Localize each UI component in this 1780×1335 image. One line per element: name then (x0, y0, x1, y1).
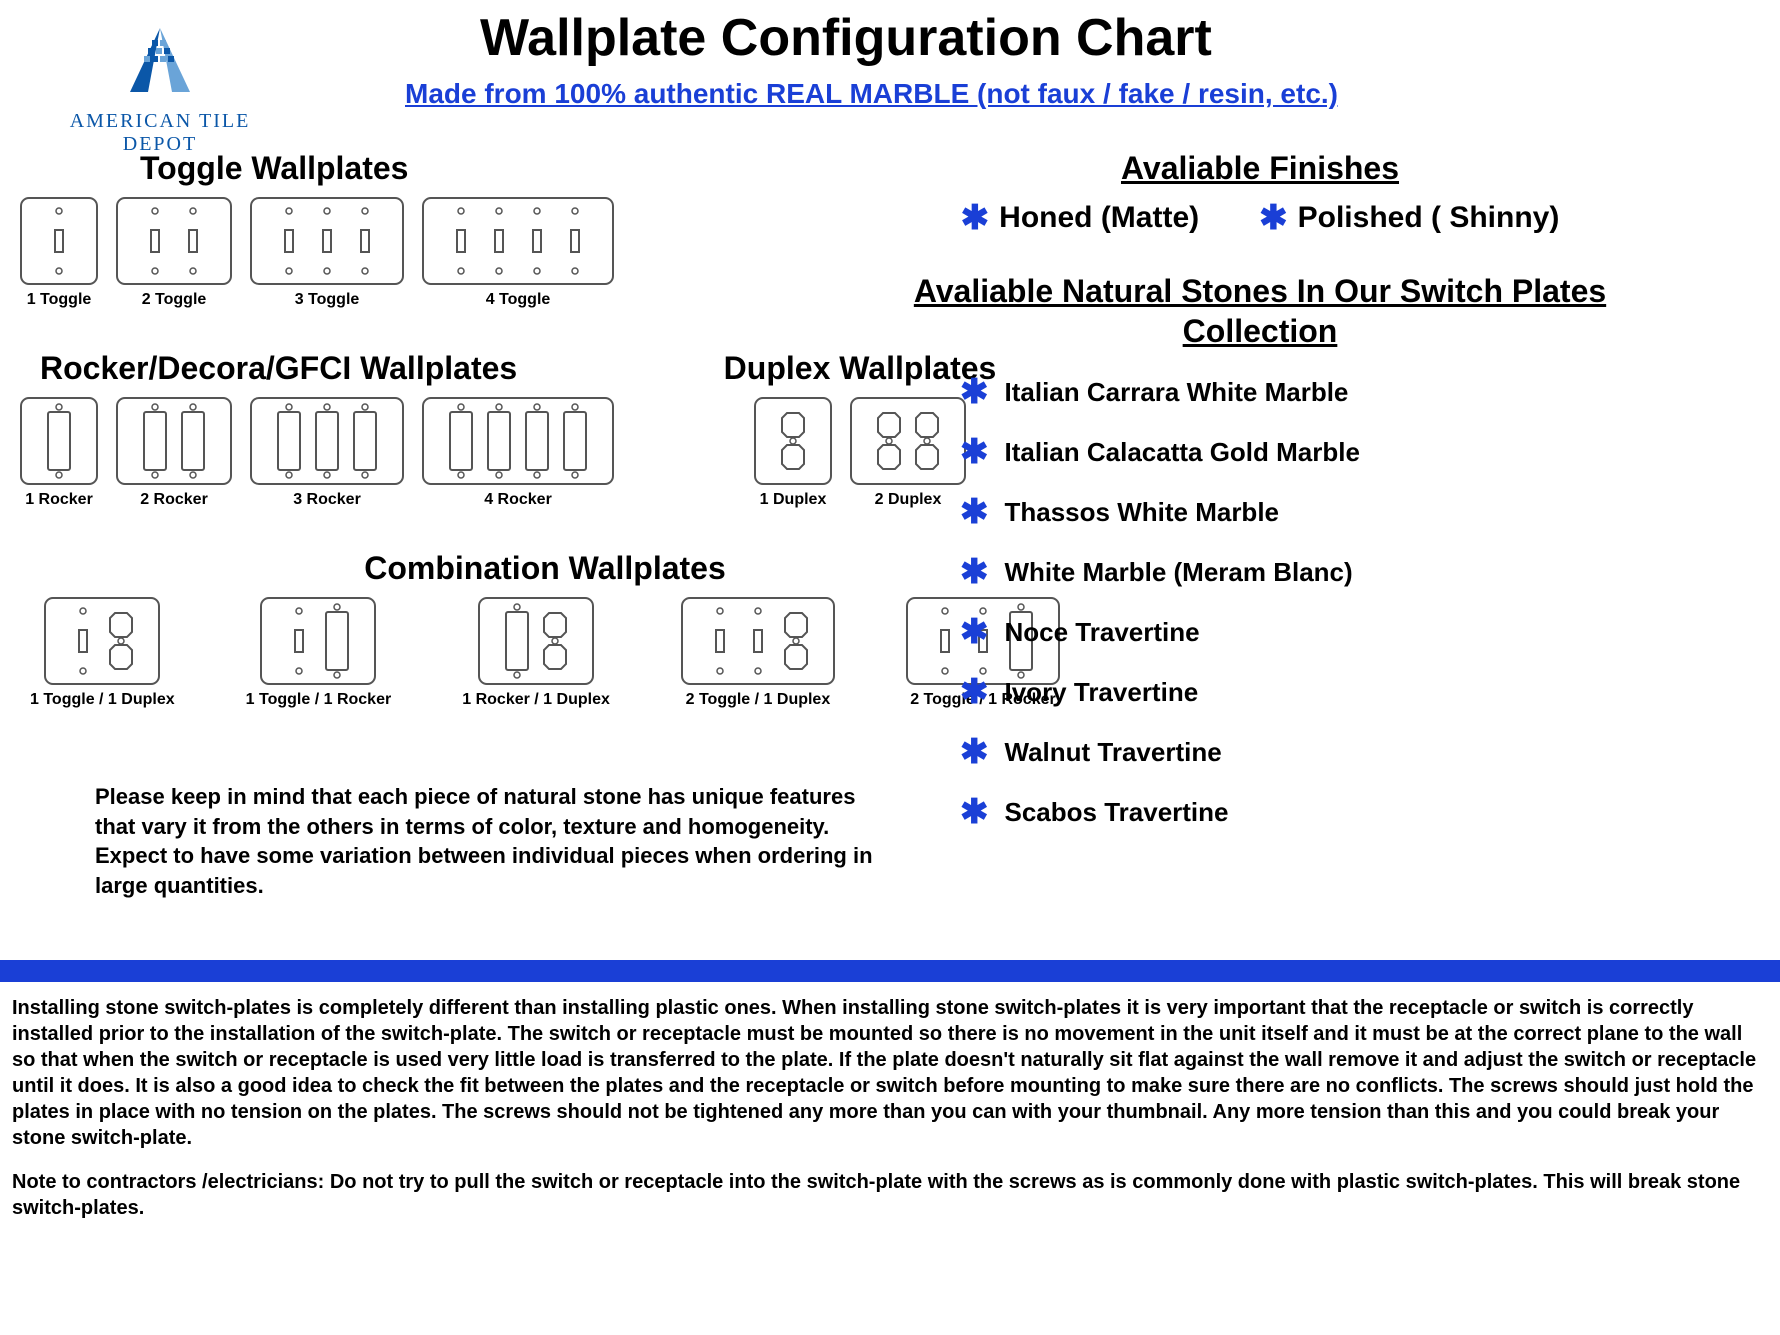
toggle-title: Toggle Wallplates (140, 150, 580, 187)
stone-item: ✱ Walnut Travertine (960, 735, 1670, 769)
plate-item: 1 Rocker (20, 397, 98, 509)
plate-label: 2 Toggle / 1 Duplex (686, 691, 831, 709)
stone-item-label: Ivory Travertine (1005, 677, 1199, 708)
plate-label: 4 Rocker (484, 491, 552, 509)
rocker-row: 1 Rocker 2 Rocker 3 Rocker 4 Rocker (20, 397, 660, 509)
plate-item: 3 Rocker (250, 397, 404, 509)
star-icon: ✱ (960, 675, 989, 709)
star-icon: ✱ (960, 555, 989, 589)
star-icon: ✱ (960, 735, 989, 769)
star-icon: ✱ (960, 795, 989, 829)
stone-item: ✱ Thassos White Marble (960, 495, 1670, 529)
plate-item: 2 Toggle (116, 197, 232, 309)
rocker-section: Rocker/Decora/GFCI Wallplates 1 Rocker 2 … (20, 350, 660, 509)
plate-label: 3 Rocker (293, 491, 361, 509)
plate-item: 4 Toggle (422, 197, 614, 309)
stone-item-label: Italian Calacatta Gold Marble (1005, 437, 1360, 468)
page-subtitle[interactable]: Made from 100% authentic REAL MARBLE (no… (405, 78, 1338, 110)
wallplate-icon (422, 197, 614, 285)
stone-item-label: White Marble (Meram Blanc) (1005, 557, 1353, 588)
wallplate-icon (20, 197, 98, 285)
wallplate-icon (250, 397, 404, 485)
wallplate-icon (116, 397, 232, 485)
plate-label: 2 Rocker (140, 491, 208, 509)
star-icon: ✱ (960, 495, 989, 529)
wallplate-icon (754, 397, 832, 485)
star-icon: ✱ (961, 201, 990, 235)
finish-item-label: Polished ( Shinny) (1298, 201, 1560, 235)
plate-item: 2 Rocker (116, 397, 232, 509)
stone-item-label: Thassos White Marble (1005, 497, 1280, 528)
plate-label: 1 Rocker / 1 Duplex (462, 691, 610, 709)
finishes-row: ✱ Honed (Matte) ✱ Polished ( Shinny) (850, 201, 1670, 235)
variation-note: Please keep in mind that each piece of n… (95, 782, 895, 901)
wallplate-icon (250, 197, 404, 285)
wallplate-icon (422, 397, 614, 485)
plate-item: 3 Toggle (250, 197, 404, 309)
star-icon: ✱ (960, 615, 989, 649)
stone-item: ✱ Italian Calacatta Gold Marble (960, 435, 1670, 469)
stone-item: ✱ Ivory Travertine (960, 675, 1670, 709)
wallplate-icon (478, 597, 594, 685)
plate-item: 4 Rocker (422, 397, 614, 509)
stone-item-label: Scabos Travertine (1005, 797, 1229, 828)
plate-item: 1 Toggle / 1 Duplex (30, 597, 175, 709)
wallplate-icon (260, 597, 376, 685)
wallplate-icon (681, 597, 835, 685)
plate-label: 2 Toggle (142, 291, 207, 309)
divider-bar (0, 960, 1780, 982)
plate-item: 1 Duplex (754, 397, 832, 509)
plate-label: 3 Toggle (295, 291, 360, 309)
star-icon: ✱ (1259, 201, 1288, 235)
logo-area: AMERICAN TILE DEPOT (30, 20, 290, 156)
stone-item: ✱ Noce Travertine (960, 615, 1670, 649)
plate-item: 1 Rocker / 1 Duplex (462, 597, 610, 709)
stones-title: Avaliable Natural Stones In Our Switch P… (870, 271, 1650, 351)
wallplate-icon (44, 597, 160, 685)
info-column: Avaliable Finishes ✱ Honed (Matte) ✱ Polish… (850, 150, 1670, 829)
stone-item: ✱ Italian Carrara White Marble (960, 375, 1670, 409)
toggle-section: Toggle Wallplates 1 Toggle 2 Toggle 3 Togg… (20, 150, 580, 309)
install-instructions: Installing stone switch-plates is comple… (12, 995, 1768, 1239)
plate-label: 1 Rocker (25, 491, 93, 509)
plate-item: 1 Toggle (20, 197, 98, 309)
install-p2: Note to contractors /electricians: Do no… (12, 1169, 1768, 1221)
stone-item-label: Italian Carrara White Marble (1005, 377, 1349, 408)
plate-label: 4 Toggle (486, 291, 551, 309)
stone-item-label: Noce Travertine (1005, 617, 1200, 648)
finish-item: ✱ Polished ( Shinny) (1259, 201, 1559, 235)
star-icon: ✱ (960, 375, 989, 409)
plate-label: 1 Toggle / 1 Rocker (246, 691, 392, 709)
plate-label: 1 Toggle (27, 291, 92, 309)
install-p1: Installing stone switch-plates is comple… (12, 995, 1768, 1151)
plate-label: 1 Toggle / 1 Duplex (30, 691, 175, 709)
plate-item: 1 Toggle / 1 Rocker (246, 597, 392, 709)
star-icon: ✱ (960, 435, 989, 469)
rocker-title: Rocker/Decora/GFCI Wallplates (40, 350, 660, 387)
toggle-row: 1 Toggle 2 Toggle 3 Toggle 4 Toggle (20, 197, 580, 309)
page-title: Wallplate Configuration Chart (480, 8, 1212, 68)
stones-list: ✱ Italian Carrara White Marble ✱ Italian Ca… (960, 375, 1670, 829)
finish-item: ✱ Honed (Matte) (961, 201, 1199, 235)
stone-item: ✱ White Marble (Meram Blanc) (960, 555, 1670, 589)
stone-item: ✱ Scabos Travertine (960, 795, 1670, 829)
logo-a-icon (100, 20, 220, 105)
finishes-title: Avaliable Finishes (850, 150, 1670, 187)
finish-item-label: Honed (Matte) (999, 201, 1199, 235)
wallplate-icon (20, 397, 98, 485)
wallplate-icon (116, 197, 232, 285)
stone-item-label: Walnut Travertine (1005, 737, 1222, 768)
plate-label: 1 Duplex (760, 491, 827, 509)
plate-item: 2 Toggle / 1 Duplex (681, 597, 835, 709)
